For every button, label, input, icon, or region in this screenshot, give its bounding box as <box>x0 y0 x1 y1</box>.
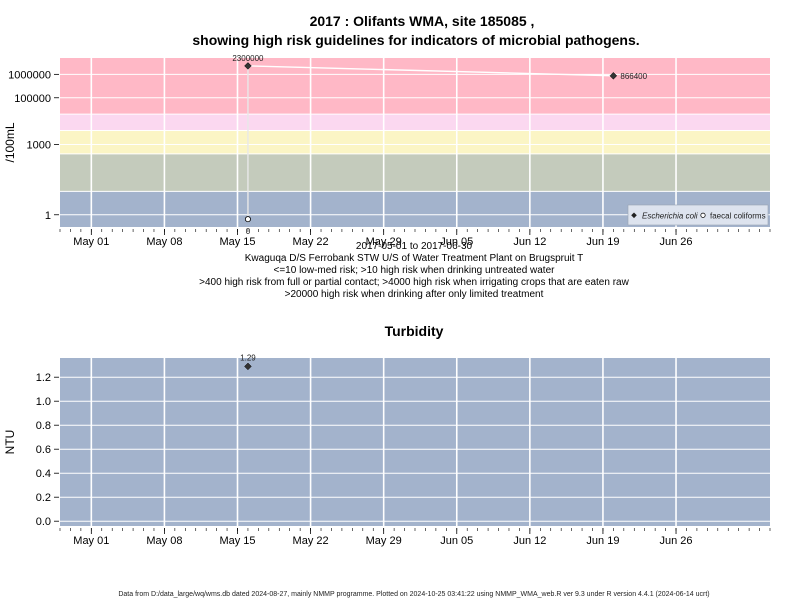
legend-box <box>627 204 769 226</box>
y-tick-label-6: 1.2 <box>36 372 51 384</box>
y-axis-label: NTU <box>3 430 17 455</box>
date-range-caption: 2017-05-01 to 2017-06-30 <box>356 241 473 252</box>
x-tick-label-0: May 01 <box>73 236 109 248</box>
turbidity-chart-title: Turbidity <box>385 323 444 339</box>
x-tick-label-1: May 08 <box>146 535 182 547</box>
y-tick-label-0: 0.0 <box>36 516 51 528</box>
x-tick-label-1: May 08 <box>146 236 182 248</box>
risk-caption-contact: >400 high risk from full or partial cont… <box>199 277 629 288</box>
y-tick-label-1: 1000 <box>27 140 51 152</box>
x-tick-label-3: May 22 <box>293 535 329 547</box>
legend-faecal-label: faecal coliforms <box>710 212 766 221</box>
risk-band-1 <box>60 153 770 192</box>
plot-background <box>60 358 770 526</box>
turbidity-point-0 <box>244 362 252 371</box>
x-tick-label-6: Jun 12 <box>513 535 546 547</box>
risk-band-2 <box>60 130 770 154</box>
risk-band-4 <box>60 58 770 115</box>
x-tick-label-6: Jun 12 <box>513 236 546 248</box>
x-tick-label-5: Jun 05 <box>440 236 473 248</box>
x-tick-label-7: Jun 19 <box>586 236 619 248</box>
risk-caption-treatment: >20000 high risk when drinking after onl… <box>285 289 544 300</box>
x-tick-label-0: May 01 <box>73 535 109 547</box>
x-tick-label-8: Jun 26 <box>660 535 693 547</box>
y-tick-label-2: 0.4 <box>36 468 51 480</box>
y-tick-label-4: 0.8 <box>36 420 51 432</box>
ecoli-point-1 <box>609 72 618 80</box>
x-tick-label-3: May 22 <box>293 236 329 248</box>
x-tick-label-8: Jun 26 <box>660 236 693 248</box>
site-caption: Kwaguqa D/S Ferrobank STW U/S of Water T… <box>245 253 583 264</box>
risk-band-3 <box>60 114 770 131</box>
y-tick-label-0: 1 <box>45 210 51 222</box>
ecoli-point-0 <box>244 62 252 70</box>
x-tick-label-4: May 29 <box>366 535 402 547</box>
microbial-captions: 2017-05-01 to 2017-06-30 Kwaguqa D/S Fer… <box>199 241 629 300</box>
legend-ecoli-label: Escherichia coli <box>642 212 698 221</box>
x-tick-label-5: Jun 05 <box>440 535 473 547</box>
ecoli-series-line <box>247 65 615 77</box>
risk-caption-drinking: <=10 low-med risk; >10 high risk when dr… <box>274 265 556 276</box>
microbial-chart-subtitle: showing high risk guidelines for indicat… <box>192 32 639 48</box>
turbidity-plot: May 01 May 08 May 15 May 22 May 29 Jun 05 Jun … <box>3 353 771 547</box>
y-tick-label-3: 0.6 <box>36 444 51 456</box>
x-tick-label-4: May 29 <box>366 236 402 248</box>
ecoli-point-label-1: 866400 <box>620 72 647 81</box>
x-tick-label-7: Jun 19 <box>586 535 619 547</box>
x-tick-label-2: May 15 <box>219 236 255 248</box>
faecal-coliform-point-0 <box>244 216 251 223</box>
microbial-plot: May 01 May 08 May 15 May 22 May 29 Jun 05 Jun … <box>3 54 771 248</box>
legend-ecoli-marker <box>631 212 637 219</box>
ecoli-point-label-0: 2300000 <box>232 54 264 63</box>
microbial-chart-title: 2017 : Olifants WMA, site 185085 , <box>310 13 535 29</box>
y-tick-label-5: 1.0 <box>36 396 51 408</box>
y-tick-label-2: 100000 <box>14 93 51 105</box>
y-tick-label-3: 1000000 <box>8 69 51 81</box>
x-tick-label-2: May 15 <box>219 535 255 547</box>
turbidity-point-label-0: 1.29 <box>240 353 256 362</box>
y-tick-label-1: 0.2 <box>36 492 51 504</box>
y-axis-label: /100mL <box>3 122 17 162</box>
faecal-coliform-point-label-0: 0 <box>246 227 251 236</box>
legend: Escherichia coli faecal coliforms <box>627 204 769 226</box>
data-source-footer: Data from D:/data_large/wq/wms.db dated … <box>118 591 709 598</box>
legend-faecal-marker <box>700 212 706 218</box>
